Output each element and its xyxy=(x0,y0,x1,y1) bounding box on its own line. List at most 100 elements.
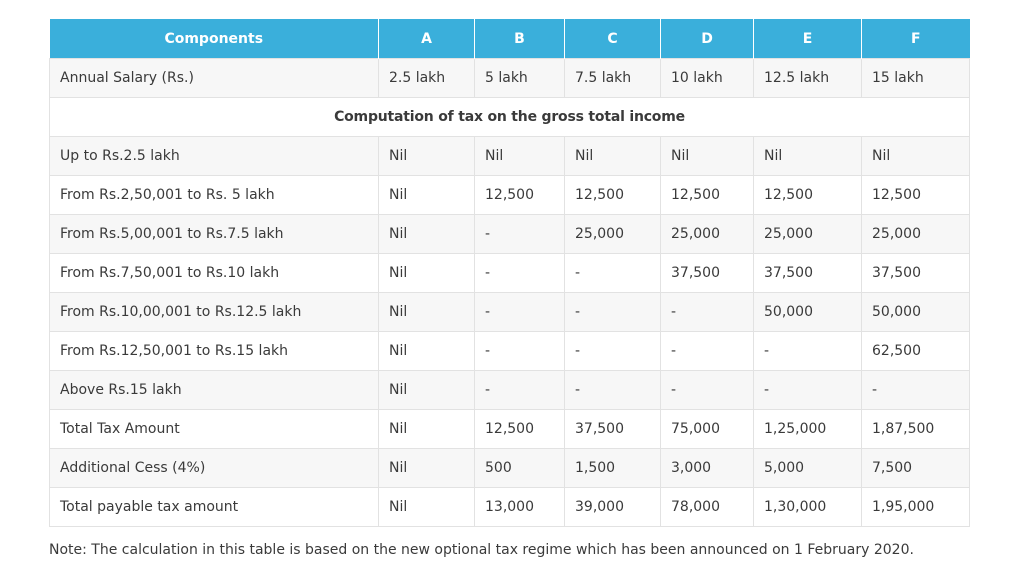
table-cell: - xyxy=(753,331,862,371)
table-cell: Nil xyxy=(660,136,754,176)
table-cell: 1,87,500 xyxy=(861,409,970,449)
table-row: Above Rs.15 lakh Nil - - - - - xyxy=(49,370,970,410)
row-label: From Rs.5,00,001 to Rs.7.5 lakh xyxy=(49,214,379,254)
header-column-d: D xyxy=(660,19,754,59)
table-cell: 62,500 xyxy=(861,331,970,371)
table-row: From Rs.10,00,001 to Rs.12.5 lakh Nil - … xyxy=(49,292,970,332)
table-cell: Nil xyxy=(378,136,475,176)
table-row: From Rs.2,50,001 to Rs. 5 lakh Nil 12,50… xyxy=(49,175,970,215)
table-cell: 1,95,000 xyxy=(861,487,970,527)
table-cell: - xyxy=(474,370,565,410)
table-cell: - xyxy=(660,331,754,371)
table-cell: - xyxy=(861,370,970,410)
table-cell: - xyxy=(474,214,565,254)
table-cell: 10 lakh xyxy=(660,58,754,98)
header-column-e: E xyxy=(753,19,862,59)
table-row: Additional Cess (4%) Nil 500 1,500 3,000… xyxy=(49,448,970,488)
section-title-row: Computation of tax on the gross total in… xyxy=(49,97,970,137)
table-cell: 25,000 xyxy=(564,214,661,254)
row-label: Total Tax Amount xyxy=(49,409,379,449)
table-cell: - xyxy=(564,253,661,293)
table-cell: - xyxy=(564,292,661,332)
table-cell: 13,000 xyxy=(474,487,565,527)
row-label: Additional Cess (4%) xyxy=(49,448,379,488)
table-cell: - xyxy=(660,370,754,410)
table-cell: 12,500 xyxy=(660,175,754,215)
table-cell: Nil xyxy=(378,409,475,449)
table-cell: - xyxy=(564,331,661,371)
table-cell: - xyxy=(474,331,565,371)
table-row: Total payable tax amount Nil 13,000 39,0… xyxy=(49,487,970,527)
annual-salary-row: Annual Salary (Rs.) 2.5 lakh 5 lakh 7.5 … xyxy=(49,58,970,98)
table-cell: 1,25,000 xyxy=(753,409,862,449)
table-cell: 25,000 xyxy=(861,214,970,254)
table-cell: 37,500 xyxy=(861,253,970,293)
row-label: From Rs.2,50,001 to Rs. 5 lakh xyxy=(49,175,379,215)
row-label: Total payable tax amount xyxy=(49,487,379,527)
section-title: Computation of tax on the gross total in… xyxy=(49,97,970,137)
table-cell: 50,000 xyxy=(861,292,970,332)
header-column-f: F xyxy=(861,19,970,59)
header-column-b: B xyxy=(474,19,565,59)
table-row: Up to Rs.2.5 lakh Nil Nil Nil Nil Nil Ni… xyxy=(49,136,970,176)
row-label: Above Rs.15 lakh xyxy=(49,370,379,410)
table-header-row: Components A B C D E F xyxy=(49,19,970,59)
table-cell: Nil xyxy=(378,175,475,215)
table-cell: 12,500 xyxy=(861,175,970,215)
table-cell: - xyxy=(564,370,661,410)
table-cell: 37,500 xyxy=(660,253,754,293)
table-cell: 12.5 lakh xyxy=(753,58,862,98)
table-cell: 50,000 xyxy=(753,292,862,332)
table-cell: Nil xyxy=(474,136,565,176)
header-column-c: C xyxy=(564,19,661,59)
table-cell: 500 xyxy=(474,448,565,488)
table-cell: 12,500 xyxy=(753,175,862,215)
row-label: From Rs.10,00,001 to Rs.12.5 lakh xyxy=(49,292,379,332)
table-cell: 75,000 xyxy=(660,409,754,449)
table-cell: 1,500 xyxy=(564,448,661,488)
table-cell: - xyxy=(660,292,754,332)
row-label: From Rs.7,50,001 to Rs.10 lakh xyxy=(49,253,379,293)
table-cell: Nil xyxy=(753,136,862,176)
table-cell: Nil xyxy=(378,253,475,293)
table-cell: - xyxy=(474,292,565,332)
table-cell: 7,500 xyxy=(861,448,970,488)
table-cell: 12,500 xyxy=(564,175,661,215)
table-cell: - xyxy=(753,370,862,410)
table-cell: 7.5 lakh xyxy=(564,58,661,98)
table-cell: 25,000 xyxy=(660,214,754,254)
table-cell: Nil xyxy=(378,214,475,254)
table-cell: Nil xyxy=(861,136,970,176)
table-row: Total Tax Amount Nil 12,500 37,500 75,00… xyxy=(49,409,970,449)
table-row: From Rs.12,50,001 to Rs.15 lakh Nil - - … xyxy=(49,331,970,371)
table-cell: 5,000 xyxy=(753,448,862,488)
table-cell: 12,500 xyxy=(474,409,565,449)
table-cell: 39,000 xyxy=(564,487,661,527)
table-cell: 12,500 xyxy=(474,175,565,215)
table-cell: 2.5 lakh xyxy=(378,58,475,98)
table-cell: - xyxy=(474,253,565,293)
row-label: Annual Salary (Rs.) xyxy=(49,58,379,98)
table-cell: 37,500 xyxy=(753,253,862,293)
table-cell: 37,500 xyxy=(564,409,661,449)
tax-comparison-table: Components A B C D E F Annual Salary (Rs… xyxy=(49,19,970,527)
table-cell: Nil xyxy=(378,487,475,527)
header-column-a: A xyxy=(378,19,475,59)
table-cell: 15 lakh xyxy=(861,58,970,98)
header-components: Components xyxy=(49,19,379,59)
footnote: Note: The calculation in this table is b… xyxy=(49,542,914,558)
table-cell: 25,000 xyxy=(753,214,862,254)
row-label: Up to Rs.2.5 lakh xyxy=(49,136,379,176)
table-cell: Nil xyxy=(378,370,475,410)
table-cell: Nil xyxy=(378,292,475,332)
table-cell: 5 lakh xyxy=(474,58,565,98)
table-cell: 1,30,000 xyxy=(753,487,862,527)
table-cell: 78,000 xyxy=(660,487,754,527)
table-cell: Nil xyxy=(378,331,475,371)
row-label: From Rs.12,50,001 to Rs.15 lakh xyxy=(49,331,379,371)
table-row: From Rs.7,50,001 to Rs.10 lakh Nil - - 3… xyxy=(49,253,970,293)
table-row: From Rs.5,00,001 to Rs.7.5 lakh Nil - 25… xyxy=(49,214,970,254)
table-cell: 3,000 xyxy=(660,448,754,488)
table-cell: Nil xyxy=(564,136,661,176)
table-cell: Nil xyxy=(378,448,475,488)
